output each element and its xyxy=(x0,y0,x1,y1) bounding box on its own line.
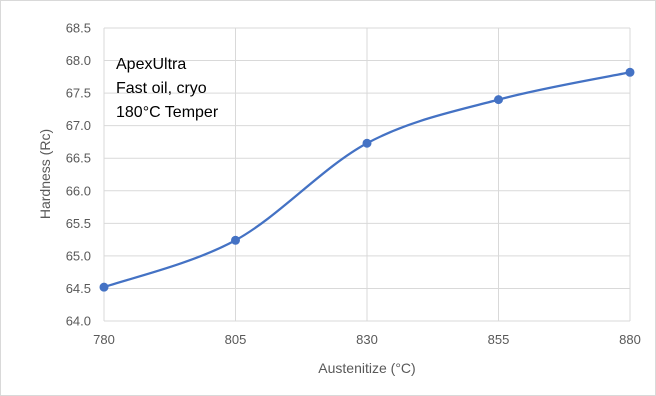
y-tick-label: 66.5 xyxy=(66,151,91,166)
data-point xyxy=(362,138,372,148)
y-tick-label: 67.5 xyxy=(66,86,91,101)
annotation-line-2: Fast oil, cryo xyxy=(116,80,207,97)
series-layer xyxy=(99,67,635,292)
x-tick-label: 830 xyxy=(356,332,378,347)
x-tick-label: 780 xyxy=(93,332,115,347)
y-tick-label: 68.5 xyxy=(66,21,91,36)
x-tick-label: 855 xyxy=(488,332,510,347)
data-point xyxy=(231,235,240,245)
y-tick-label: 64.5 xyxy=(66,281,91,296)
y-tick-label: 66.0 xyxy=(66,183,91,198)
annotation-line-1: ApexUltra xyxy=(116,56,186,73)
y-tick-labels: 64.0 64.5 65.0 65.5 66.0 66.5 67.0 67.5 68.0 68.5 xyxy=(66,21,91,329)
y-tick-label: 68.0 xyxy=(66,53,91,68)
y-tick-label: 67.0 xyxy=(66,118,91,133)
data-point xyxy=(494,95,503,105)
annotation-line-3: 180°C Temper xyxy=(116,104,219,121)
y-tick-label: 65.5 xyxy=(66,216,91,231)
data-point xyxy=(99,282,109,292)
y-tick-label: 64.0 xyxy=(66,314,91,329)
data-point xyxy=(625,67,635,77)
x-axis-title: Austenitize (°C) xyxy=(318,360,415,376)
y-axis-title: Hardness (Rc) xyxy=(37,129,53,219)
y-tick-label: 65.0 xyxy=(66,248,91,263)
x-tick-labels: 780 805 830 855 880 xyxy=(93,332,641,347)
x-tick-label: 805 xyxy=(225,332,247,347)
grid-lines xyxy=(103,27,631,322)
x-tick-label: 880 xyxy=(619,332,641,347)
